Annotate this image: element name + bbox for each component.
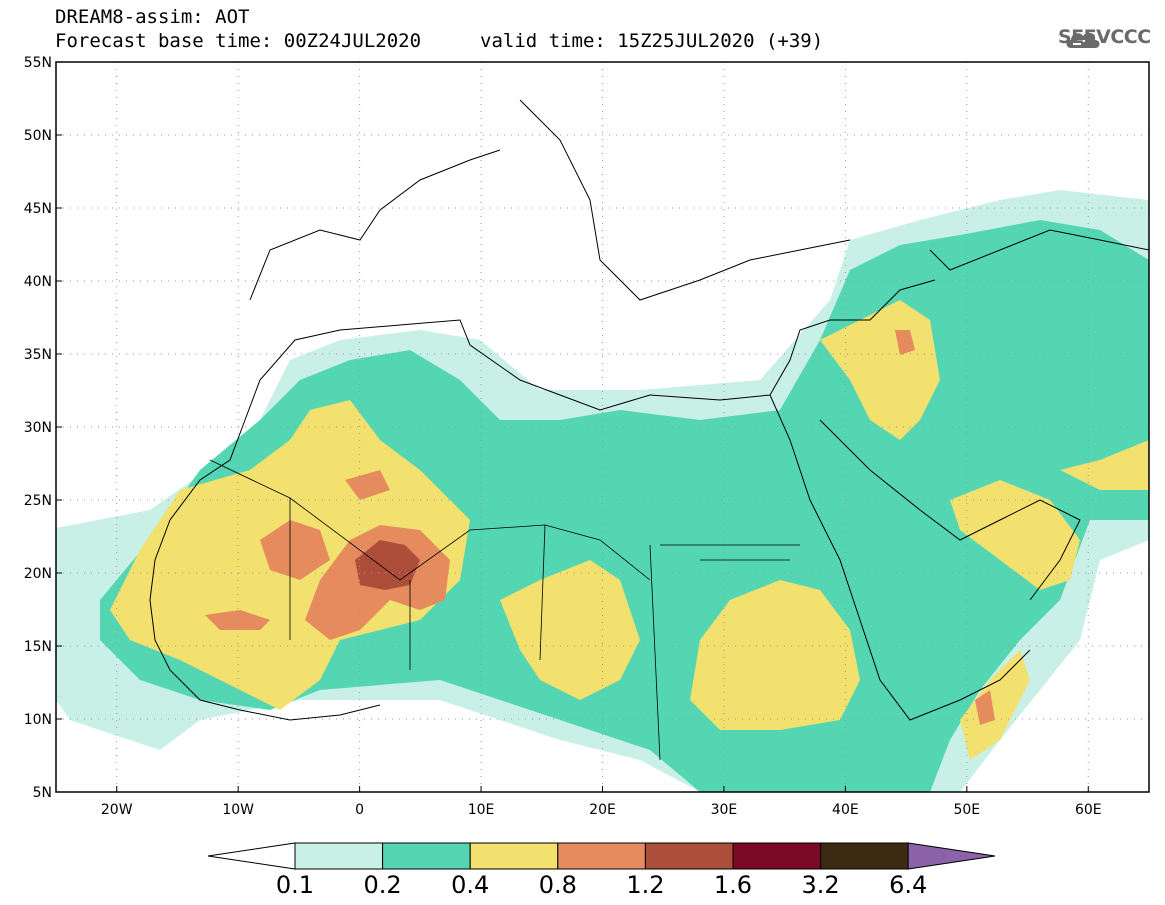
colorbar-box — [469, 842, 559, 870]
colorbar-label: 1.6 — [714, 871, 752, 899]
colorbar-label: 0.1 — [276, 871, 314, 899]
colorbar-label: 3.2 — [802, 871, 840, 899]
borders — [209, 459, 800, 761]
colorbar-label: 6.4 — [889, 871, 927, 899]
aot-fields — [56, 190, 1149, 792]
map-ticks: 55N 50N 45N 40N 35N 30N 25N 20N 15N 10N 5N 20W 10W 0 1… — [24, 55, 1102, 818]
cloud-icon — [1066, 32, 1100, 48]
colorbar-boxes — [207, 842, 996, 870]
aot-field-0.8-dunes — [345, 470, 390, 500]
lon-tick-label: 30E — [711, 802, 738, 818]
lat-tick-label: 55N — [24, 55, 52, 71]
colorbar-box — [294, 842, 384, 870]
lat-tick-label: 20N — [24, 566, 52, 582]
colorbar-labels: 0.1 0.2 0.4 0.8 1.2 1.6 3.2 6.4 — [276, 871, 927, 899]
lat-tick-label: 50N — [24, 128, 52, 144]
title-product: DREAM8-assim: AOT — [55, 6, 250, 28]
lon-tick-label: 10W — [222, 802, 254, 818]
colorbar-arrow-low — [207, 842, 296, 870]
lon-tick-label: 50E — [953, 802, 980, 818]
aot-field-0.8-mali — [260, 520, 330, 580]
lat-tick-label: 40N — [24, 274, 52, 290]
colorbar-box — [382, 842, 471, 870]
colorbar-box — [820, 842, 909, 870]
lat-tick-label: 30N — [24, 420, 52, 436]
colorbar-label: 1.2 — [626, 871, 664, 899]
lat-tick-label: 15N — [24, 639, 52, 655]
coastlines — [149, 99, 1149, 721]
aot-field-0.8-south — [205, 610, 270, 630]
map-grid — [56, 62, 1149, 792]
aot-field-0.4-sudan — [690, 580, 860, 730]
aot-field-0.4-somalia — [960, 650, 1030, 760]
colorbar-label: 0.4 — [451, 871, 489, 899]
title-base-time: Forecast base time: 00Z24JUL2020 — [55, 30, 422, 52]
lon-tick-label: 20W — [101, 802, 133, 818]
aot-field-0.4-iran — [1060, 440, 1149, 490]
colorbar-arrow-high — [907, 842, 996, 870]
aot-field-0.8-iraq — [895, 330, 915, 355]
lat-tick-label: 5N — [33, 785, 52, 801]
aot-field-0.8-somalia — [975, 690, 995, 725]
colorbar-box — [644, 842, 734, 870]
colorbar-box — [557, 842, 646, 870]
lon-tick-label: 20E — [589, 802, 616, 818]
lat-tick-label: 35N — [24, 347, 52, 363]
colorbar-label: 0.2 — [364, 871, 402, 899]
lon-tick-label: 40E — [832, 802, 859, 818]
lon-tick-label: 10E — [468, 802, 495, 818]
aot-field-0.4-gulf — [950, 480, 1080, 590]
lon-tick-label: 60E — [1075, 802, 1102, 818]
logo-text: SEEVCCC — [1058, 26, 1151, 48]
title-valid-time: valid time: 15Z25JUL2020 (+39) — [480, 30, 824, 52]
lat-tick-label: 25N — [24, 493, 52, 509]
colorbar-label: 0.8 — [539, 871, 577, 899]
aot-field-0.4-sahel — [500, 560, 640, 700]
lon-tick-label: 0 — [355, 802, 364, 818]
lat-tick-label: 10N — [24, 712, 52, 728]
lat-tick-label: 45N — [24, 201, 52, 217]
colorbar-box — [732, 842, 822, 870]
